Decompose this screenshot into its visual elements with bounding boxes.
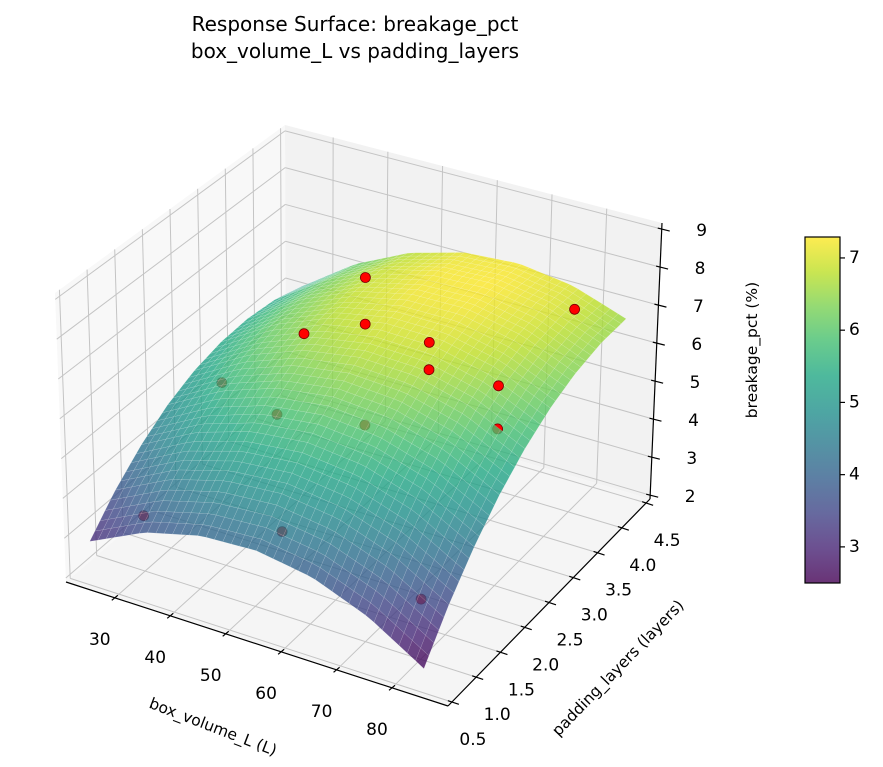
z-tick-label: 5 [690, 373, 701, 393]
colorbar-frame [804, 236, 841, 584]
colorbar-tick-label: 7 [849, 248, 860, 268]
y-tick-label: 4.5 [654, 531, 681, 551]
surface-patch [440, 585, 455, 606]
y-tick-label: 3.0 [581, 606, 608, 626]
z-tick-label: 9 [696, 221, 707, 241]
colorbar-tick-label: 5 [849, 392, 860, 412]
surface-patch [460, 539, 475, 559]
floor-gridline-y [70, 577, 453, 703]
response-surface [89, 252, 627, 670]
y-tick-mark [593, 550, 605, 556]
surface-patch [546, 387, 561, 402]
colorbar-tick-label: 3 [849, 537, 860, 557]
x-tick-label: 30 [89, 630, 111, 650]
left-gridline-z [59, 240, 286, 420]
data-point [569, 303, 580, 315]
surface-patch [415, 647, 430, 670]
x-tick-mark [222, 630, 230, 637]
y-tick-mark [496, 650, 508, 656]
back-gridline-x [596, 208, 608, 484]
y-tick-label: 2.0 [532, 655, 559, 675]
surface-patch [490, 478, 505, 496]
y-tick-mark [617, 525, 630, 531]
x-tick-mark [333, 666, 340, 673]
back-gridline-z [285, 167, 661, 268]
left-gridline-z [57, 204, 286, 380]
chart-title-line-1: Response Surface: breakage_pct [191, 12, 519, 36]
z-tick-mark [652, 341, 665, 346]
y-tick-label: 4.0 [629, 556, 656, 576]
y-tick-label: 1.5 [508, 680, 535, 700]
left-pane [55, 125, 286, 582]
x-tick-label: 40 [144, 648, 166, 668]
z-axis-label: breakage_pct (%) [743, 282, 762, 418]
left-gridline-z [54, 130, 286, 300]
y-tick-mark [447, 700, 460, 705]
x-axis-label: box_volume_L (L) [146, 694, 279, 760]
x-tick-label: 70 [311, 702, 333, 722]
y-tick-mark [471, 675, 484, 681]
axes [65, 222, 670, 707]
data-point [359, 272, 371, 283]
z-tick-mark [657, 227, 670, 232]
y-tick-mark [544, 600, 557, 606]
left-gridline-y [58, 289, 71, 579]
z-tick-label: 2 [685, 487, 696, 507]
colorbar-gradient [805, 237, 840, 583]
surface-patch [455, 550, 470, 571]
x-tick-label: 60 [255, 684, 277, 704]
z-tick-mark [647, 455, 660, 460]
colorbar: 3 4 5 6 7 [804, 236, 860, 584]
x-axis-line [65, 581, 449, 707]
z-tick-label: 3 [686, 449, 697, 469]
z-tick-mark [649, 417, 662, 422]
z-tick-label: 8 [695, 259, 706, 279]
left-gridline-z [60, 277, 286, 459]
y-tick-mark [569, 575, 581, 581]
back-gridline-z [284, 130, 662, 230]
x-tick-mark [166, 612, 174, 619]
x-tick-mark [277, 648, 285, 655]
z-axis-line [649, 222, 663, 500]
left-gridline-y [86, 269, 98, 556]
data-point [423, 336, 435, 348]
z-tick-mark [650, 379, 664, 384]
y-tick-mark [520, 625, 532, 631]
surface-patch [450, 562, 465, 582]
colorbar-tick-label: 6 [849, 320, 860, 340]
z-tick-mark [646, 493, 659, 498]
x-tick-mark [111, 594, 119, 601]
colorbar-tick-label: 4 [849, 465, 860, 485]
chart-title-line-2: box_volume_L vs padding_layers [190, 39, 520, 63]
surface-patch [465, 529, 480, 548]
z-tick-label: 7 [693, 297, 704, 317]
z-tick-mark [655, 265, 669, 270]
y-tick-mark [641, 501, 654, 506]
y-tick-label: 1.0 [484, 705, 511, 725]
x-tick-label: 50 [200, 666, 222, 686]
y-tick-label: 2.5 [556, 631, 583, 651]
y-tick-label: 0.5 [459, 730, 486, 750]
y-tick-label: 3.5 [605, 581, 632, 601]
data-point [298, 328, 310, 340]
z-tick-mark [654, 303, 667, 308]
z-tick-label: 6 [691, 335, 702, 355]
z-tick-label: 4 [688, 411, 699, 431]
y-axis-label: padding_layers (layers) [548, 596, 688, 740]
x-tick-label: 80 [366, 720, 388, 740]
data-point [423, 364, 435, 376]
surface-patch [445, 573, 460, 594]
left-gridline-z [56, 167, 286, 340]
data-point [359, 318, 371, 330]
x-tick-mark [388, 684, 396, 691]
data-point [493, 380, 504, 392]
